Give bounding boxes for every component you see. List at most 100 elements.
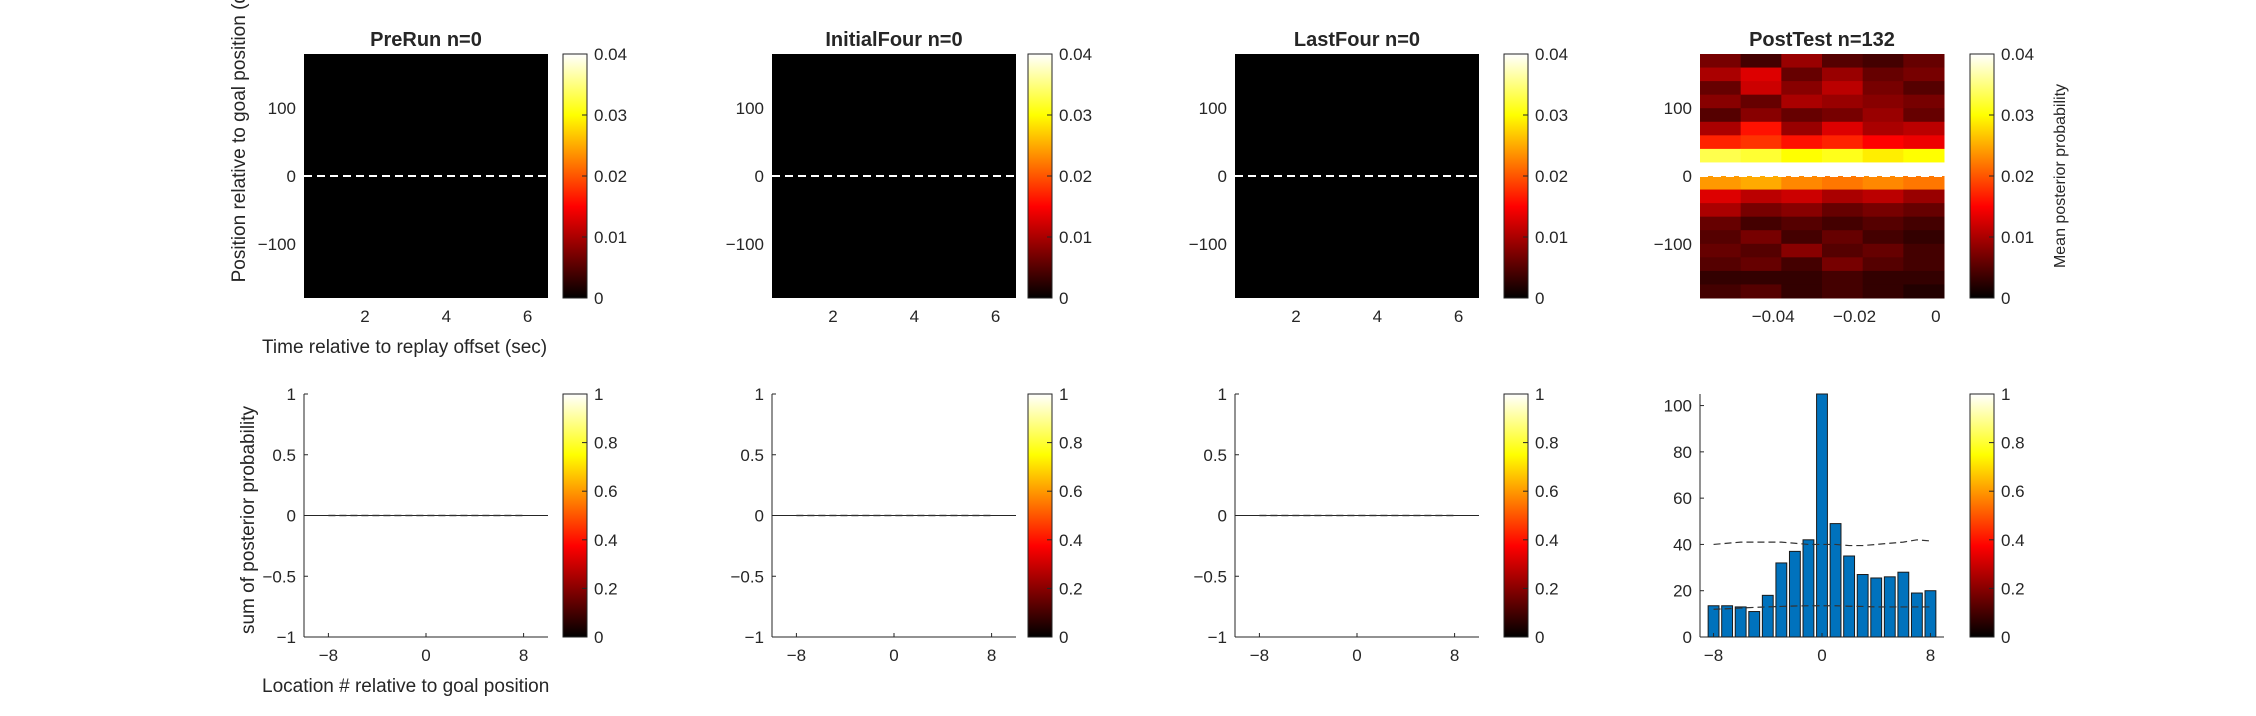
x-tick-label: 6 [523,307,532,326]
x-tick-label: 4 [442,307,451,326]
y-tick-label: 100 [736,99,764,118]
hist-x-axis-label: Location # relative to goal position [262,676,549,697]
heatmap-cell [1903,230,1945,245]
heatmap-cell [1903,284,1945,299]
colorbar-tick-label: 0 [1535,289,1544,308]
heatmap-cell [1903,176,1945,191]
colorbar-tick-label: 0.2 [2001,579,2025,598]
heatmap-cell [1822,81,1864,96]
colorbar-label: Mean posterior probability [2052,84,2069,268]
panel-title: InitialFour n=0 [825,29,962,51]
heatmap-cell [1822,121,1864,136]
heatmap-cell [1781,176,1823,191]
heatmap-cell [1822,94,1864,109]
histogram-bar [1924,590,1937,638]
colorbar-tick-label: 0.02 [1535,167,1568,186]
heatmap-cell [1700,148,1742,163]
x-tick-label: 8 [1450,646,1459,665]
histogram-bar [1829,523,1842,638]
y-tick-label: 0.5 [272,446,296,465]
colorbar-tick-label: 0.8 [1535,434,1559,453]
colorbar-tick-label: 0.01 [594,228,627,247]
histogram-bar [1843,555,1856,638]
x-tick-label: −8 [787,646,806,665]
colorbar [1969,393,1995,638]
colorbar-tick-label: 0.02 [1059,167,1092,186]
colorbar-tick-label: 0.8 [1059,434,1083,453]
heatmap-cell [1781,162,1823,177]
heatmap-cell [1822,108,1864,123]
heatmap-cell [1903,148,1945,163]
heatmap-cell [1903,108,1945,123]
heatmap-cell [1822,230,1864,245]
heatmap-cell [1781,108,1823,123]
heatmap-cell [1781,203,1823,218]
x-tick-label: −0.02 [1833,307,1876,326]
x-tick-label: 0 [889,646,898,665]
colorbar-tick-label: 0.6 [1059,482,1083,501]
heatmap-cell [1862,121,1904,136]
heatmap-cell [1822,270,1864,285]
heatmap-cell [1700,284,1742,299]
colorbar [1503,393,1529,638]
heatmap-cell [1862,81,1904,96]
colorbar-tick-label: 0.6 [594,482,618,501]
heatmap-cell [1903,121,1945,136]
heatmap-cell [1781,81,1823,96]
x-tick-label: 8 [987,646,996,665]
y-tick-label: −100 [1189,235,1227,254]
heatmap-cell [1700,67,1742,82]
heatmap-cell [1700,162,1742,177]
colorbar-tick-label: 0.03 [2001,106,2034,125]
heatmap-cell [1862,284,1904,299]
y-tick-label: 0 [755,507,764,526]
heatmap-cell [1740,284,1782,299]
colorbar-tick-label: 0.01 [1535,228,1568,247]
heatmap-cell [1822,189,1864,204]
histogram-bar [1816,393,1828,638]
heatmap-cell [1903,243,1945,258]
colorbar-tick-label: 0.04 [1059,45,1092,64]
y-tick-label: 0 [755,167,764,186]
panel-title: PreRun n=0 [370,29,482,51]
colorbar-tick-label: 0.04 [1535,45,1568,64]
heatmap-cell [1740,257,1782,272]
heatmap-cell [1903,54,1945,69]
histogram-bar [1897,571,1910,638]
heatmap-cell [1700,230,1742,245]
colorbar-tick-label: 0.01 [2001,228,2034,247]
histogram-bar [1721,605,1734,638]
panel-title: PostTest n=132 [1749,29,1895,51]
y-tick-label: 100 [1199,99,1227,118]
y-tick-label: −1 [745,628,764,647]
heatmap-cell [1740,54,1782,69]
heatmap-cell [1700,270,1742,285]
x-tick-label: 2 [360,307,369,326]
x-tick-label: 0 [1352,646,1361,665]
colorbar-tick-label: 0 [594,628,603,647]
y-tick-label: 0 [1683,628,1692,647]
heatmap-cell [1903,81,1945,96]
x-tick-label: 8 [519,646,528,665]
y-tick-label: −100 [726,235,764,254]
heatmap-cell [1862,148,1904,163]
y-tick-label: 0 [1218,507,1227,526]
heatmap-y-axis-label: Position relative to goal position (deg) [229,0,250,282]
colorbar-tick-label: 0.03 [594,106,627,125]
heatmap-cell [1740,176,1782,191]
heatmap-cell [1740,135,1782,150]
heatmap-cell [1700,121,1742,136]
heatmap-cell [1740,67,1782,82]
heatmap-cell [1700,108,1742,123]
y-tick-label: −1 [277,628,296,647]
colorbar-tick-label: 0.4 [594,531,618,550]
heatmap-cell [1862,108,1904,123]
histogram-bar [1910,592,1923,638]
heatmap-cell [1822,176,1864,191]
heatmap-cell [1822,203,1864,218]
heatmap-cell [1862,54,1904,69]
heatmap-cell [1740,162,1782,177]
heatmap-cell [1903,203,1945,218]
colorbar-tick-label: 0.2 [1059,579,1083,598]
